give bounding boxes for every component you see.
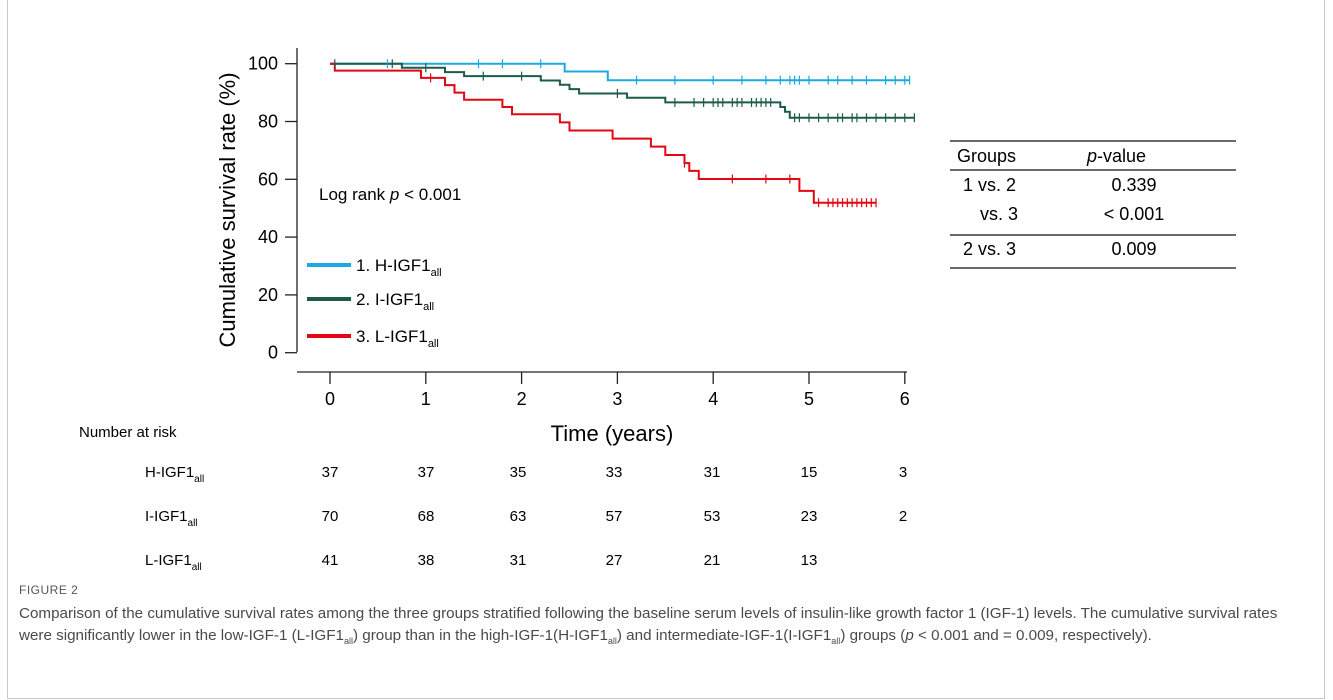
risk-value: 21 bbox=[704, 552, 721, 569]
tick-labels: 0 20 40 60 80 100 0 1 2 3 4 5 6 bbox=[248, 54, 910, 409]
y-tick-label: 20 bbox=[258, 285, 278, 305]
legend-label: 3. L-IGF1all bbox=[356, 327, 439, 350]
y-axis-label: Cumulative survival rate (%) bbox=[215, 72, 240, 347]
risk-value: 57 bbox=[606, 508, 623, 525]
risk-value: 23 bbox=[801, 508, 818, 525]
survival-curve-3 bbox=[330, 62, 877, 204]
x-tick-label: 0 bbox=[325, 389, 335, 409]
survival-curve-2 bbox=[330, 62, 915, 119]
risk-value: 2 bbox=[899, 508, 907, 525]
pvalue-row-group: vs. 3 bbox=[980, 204, 1018, 224]
risk-row-label: I-IGF1all bbox=[145, 508, 198, 529]
x-tick-label: 1 bbox=[421, 389, 431, 409]
legend-label: 2. I-IGF1all bbox=[356, 290, 434, 313]
x-tick-label: 5 bbox=[804, 389, 814, 409]
survival-curves bbox=[330, 62, 915, 204]
risk-row-label: H-IGF1all bbox=[145, 464, 204, 485]
pvalue-header-groups: Groups bbox=[957, 146, 1016, 166]
risk-value: 37 bbox=[418, 464, 435, 481]
x-axis-label: Time (years) bbox=[551, 421, 674, 446]
risk-value: 68 bbox=[418, 508, 435, 525]
risk-table-title: Number at risk bbox=[79, 424, 177, 441]
risk-value: 13 bbox=[801, 552, 818, 569]
risk-value: 31 bbox=[510, 552, 527, 569]
pvalue-table: Groups p-value 1 vs. 2 0.339 vs. 3 < 0.001 2 v… bbox=[950, 140, 1236, 269]
y-tick-label: 40 bbox=[258, 227, 278, 247]
figure-label: FIGURE 2 bbox=[19, 583, 79, 597]
y-tick-label: 0 bbox=[268, 343, 278, 363]
risk-value: 38 bbox=[418, 552, 435, 569]
risk-value: 35 bbox=[510, 464, 527, 481]
pvalue-row-value: 0.339 bbox=[1111, 175, 1156, 195]
x-tick-label: 3 bbox=[612, 389, 622, 409]
y-tick-label: 80 bbox=[258, 112, 278, 132]
y-tick-label: 60 bbox=[258, 169, 278, 189]
risk-value: 3 bbox=[899, 464, 907, 481]
risk-value: 15 bbox=[801, 464, 818, 481]
logrank-p: p bbox=[389, 185, 399, 204]
pvalue-header-pvalue: p-value bbox=[1086, 146, 1146, 166]
risk-value: 31 bbox=[704, 464, 721, 481]
risk-value: 63 bbox=[510, 508, 527, 525]
censor-marks bbox=[334, 59, 915, 208]
risk-row-label: L-IGF1all bbox=[145, 552, 202, 573]
pvalue-row-group: 2 vs. 3 bbox=[963, 239, 1016, 259]
risk-value: 41 bbox=[322, 552, 339, 569]
logrank-prefix: Log rank bbox=[319, 185, 390, 204]
figure-frame bbox=[7, 0, 1325, 699]
logrank-annotation: Log rank p < 0.001 bbox=[319, 185, 461, 204]
risk-value: 53 bbox=[704, 508, 721, 525]
risk-value: 37 bbox=[322, 464, 339, 481]
pvalue-row-group: 1 vs. 2 bbox=[963, 175, 1016, 195]
x-tick-label: 4 bbox=[708, 389, 718, 409]
risk-value: 27 bbox=[606, 552, 623, 569]
risk-table: Number at risk H-IGF1all 37 37 35 33 31 15 3 I-IG… bbox=[79, 424, 907, 573]
y-tick-label: 100 bbox=[248, 54, 278, 74]
figure-caption: Comparison of the cumulative survival ra… bbox=[19, 605, 1278, 647]
risk-value: 70 bbox=[322, 508, 339, 525]
survival-curve-1 bbox=[330, 62, 910, 82]
axes bbox=[285, 48, 907, 384]
pvalue-row-value: < 0.001 bbox=[1104, 204, 1165, 224]
x-tick-label: 2 bbox=[517, 389, 527, 409]
legend-label: 1. H-IGF1all bbox=[356, 256, 442, 279]
logrank-suffix: < 0.001 bbox=[399, 185, 461, 204]
legend: 1. H-IGF1all 2. I-IGF1all 3. L-IGF1all bbox=[307, 256, 442, 350]
pvalue-row-value: 0.009 bbox=[1111, 239, 1156, 259]
risk-value: 33 bbox=[606, 464, 623, 481]
x-tick-label: 6 bbox=[900, 389, 910, 409]
